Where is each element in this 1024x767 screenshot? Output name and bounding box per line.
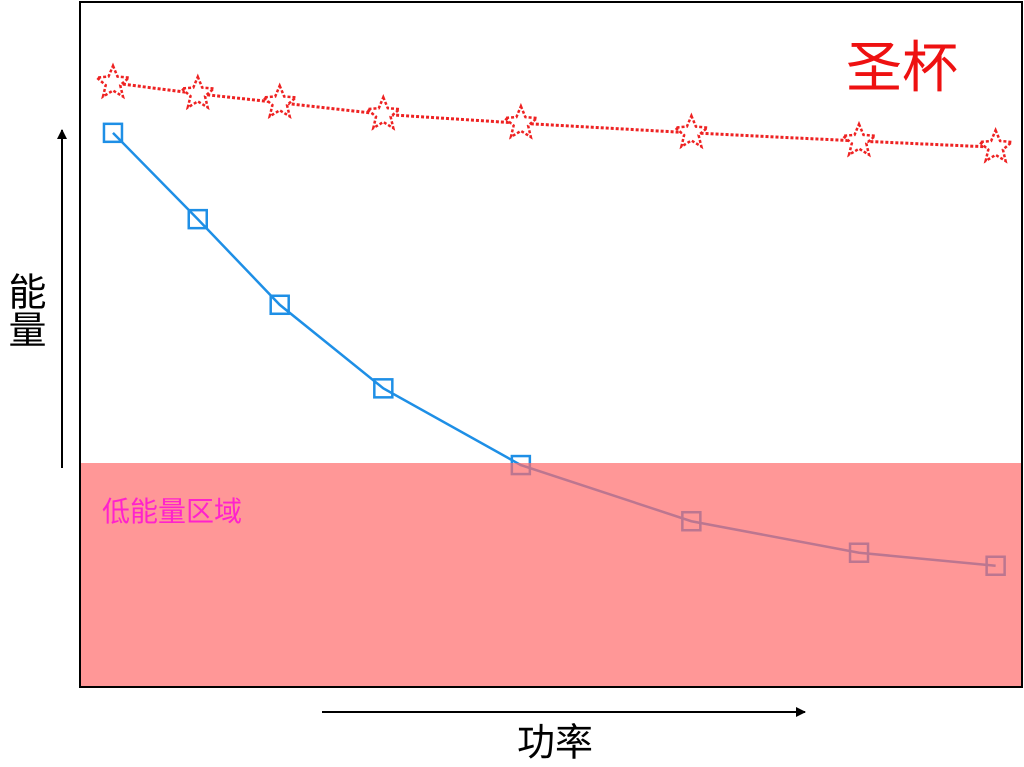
series-label: 圣杯 [846, 36, 958, 101]
star-marker [178, 73, 217, 111]
series-line [112, 81, 996, 149]
region-label: 低能量区域 [102, 495, 242, 528]
star-marker [364, 94, 403, 131]
star-marker [672, 112, 711, 150]
star-marker [260, 82, 299, 120]
x-axis-label: 功率 [517, 721, 593, 765]
square-marker [269, 294, 290, 316]
plot-frame [79, 1, 1023, 688]
y-axis-label: 能量 [2, 272, 46, 348]
square-marker [102, 122, 124, 144]
region-layer: 低能量区域 [80, 463, 1022, 687]
square-marker [373, 378, 394, 399]
star-marker [93, 62, 133, 100]
square-marker [187, 208, 208, 230]
star-marker [976, 126, 1015, 164]
star-marker [839, 120, 879, 158]
star-marker [501, 102, 541, 140]
low-energy-region [80, 463, 1022, 687]
